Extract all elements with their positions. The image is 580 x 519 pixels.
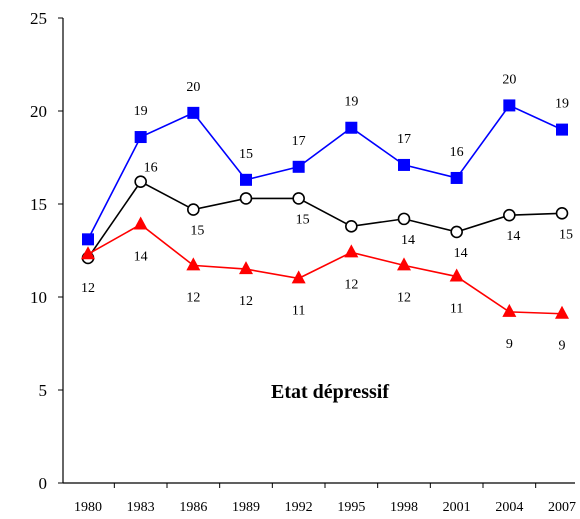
data-label: 15 <box>296 212 310 227</box>
data-label: 14 <box>134 249 148 264</box>
chart-data-labels: 19 20 15 17 19 17 16 20 19 16 15 15 14 14 14 15 12 14 12 12… <box>81 72 573 353</box>
data-label: 14 <box>454 246 468 261</box>
data-label: 11 <box>450 302 463 317</box>
series-line <box>87 180 563 259</box>
data-point-triangle <box>186 257 201 271</box>
data-point-square <box>398 158 410 171</box>
y-tick-label: 0 <box>39 474 48 493</box>
data-point-triangle <box>555 305 569 319</box>
data-point-square <box>187 106 200 119</box>
data-label: 11 <box>292 303 305 318</box>
x-tick-label: 1989 <box>232 500 260 515</box>
data-label: 20 <box>186 80 200 95</box>
data-point-circle <box>555 207 569 220</box>
data-point-square <box>556 123 568 136</box>
data-label: 9 <box>559 339 566 354</box>
x-tick-label: 1986 <box>179 500 207 515</box>
data-label: 14 <box>506 229 520 244</box>
y-tick-label: 5 <box>39 381 48 400</box>
data-point-square <box>82 233 94 246</box>
data-label: 12 <box>239 294 253 309</box>
data-point-square <box>503 99 516 112</box>
x-tick-label: 2004 <box>495 500 523 515</box>
data-point-triangle <box>397 257 411 271</box>
data-label: 12 <box>186 290 200 305</box>
data-point-square <box>450 171 463 184</box>
data-point-circle <box>187 203 200 216</box>
data-point-circle <box>239 192 253 205</box>
x-tick-label: 1998 <box>390 500 418 515</box>
y-tick-label: 15 <box>30 195 47 214</box>
data-point-triangle <box>502 303 517 317</box>
data-label: 12 <box>397 290 411 305</box>
data-point-square <box>240 173 252 186</box>
data-point-circle <box>450 225 463 239</box>
data-label: 17 <box>292 134 306 149</box>
chart-series <box>81 99 569 319</box>
data-point-circle <box>292 192 305 205</box>
x-tick-label: 1992 <box>285 500 313 515</box>
data-point-triangle <box>344 244 359 258</box>
data-label: 19 <box>344 95 358 110</box>
x-tick-label: 2001 <box>443 500 471 515</box>
data-label: 20 <box>502 72 516 87</box>
data-point-circle <box>503 208 516 222</box>
data-point-square <box>292 160 305 173</box>
data-label: 12 <box>344 277 358 292</box>
x-tick-label: 1983 <box>127 500 155 515</box>
chart-axes: 0 5 10 15 20 25 1980 1983 1986 1989 1992 1995 1998 20… <box>30 9 576 515</box>
data-label: 16 <box>144 161 158 176</box>
series-square <box>82 99 568 246</box>
data-label: 12 <box>81 281 95 296</box>
data-label: 16 <box>450 145 464 160</box>
data-label: 14 <box>401 233 415 248</box>
x-tick-label: 2007 <box>548 500 576 515</box>
x-tick-label: 1980 <box>74 500 102 515</box>
data-point-square <box>345 121 358 134</box>
data-label: 17 <box>397 132 411 147</box>
data-label: 19 <box>555 97 569 112</box>
data-point-triangle <box>239 261 253 275</box>
data-point-square <box>134 131 147 144</box>
data-label: 9 <box>506 337 513 352</box>
y-tick-label: 25 <box>30 9 47 28</box>
data-label: 15 <box>559 227 573 242</box>
data-label: 19 <box>134 104 148 119</box>
x-tick-label: 1995 <box>337 500 365 515</box>
series-line <box>87 223 563 315</box>
data-label: 15 <box>190 224 204 239</box>
series-triangle <box>81 216 569 319</box>
chart-annotation: Etat dépressif <box>271 381 389 403</box>
data-label: 15 <box>239 147 253 162</box>
data-point-triangle <box>133 216 148 230</box>
data-point-circle <box>345 220 358 233</box>
data-point-triangle <box>291 270 306 284</box>
series-line <box>87 104 563 240</box>
data-point-circle <box>397 212 411 226</box>
series-circle <box>81 175 569 265</box>
data-point-circle <box>134 175 147 188</box>
data-point-triangle <box>81 246 95 260</box>
y-tick-label: 20 <box>30 102 47 121</box>
data-point-triangle <box>449 268 464 282</box>
y-tick-label: 10 <box>30 288 47 307</box>
